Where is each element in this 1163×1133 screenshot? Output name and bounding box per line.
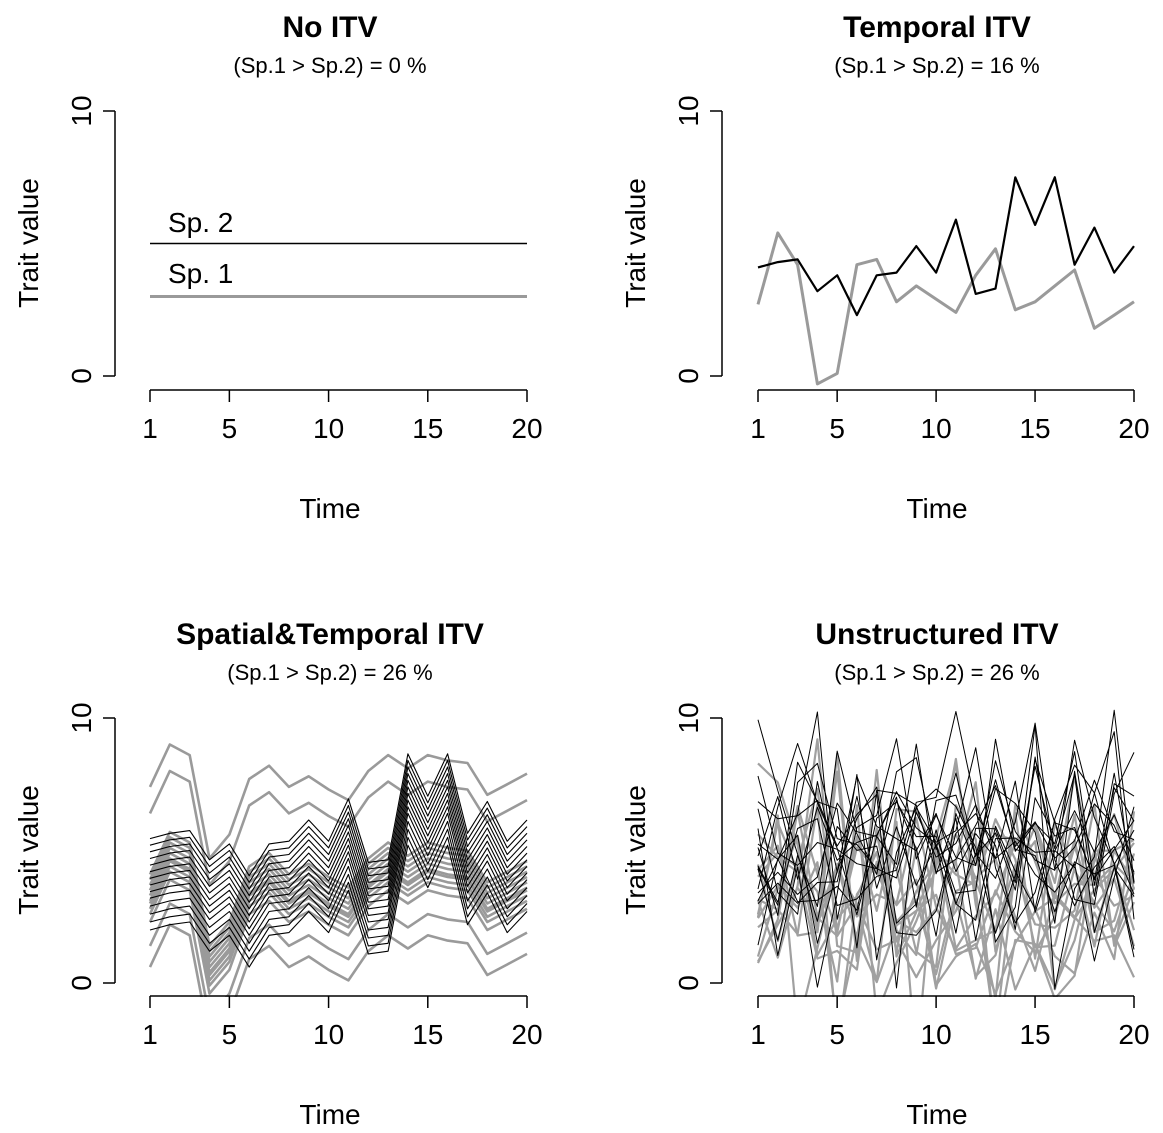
y-axis-label: Trait value	[620, 785, 651, 915]
x-axis-label: Time	[299, 493, 360, 524]
x-tick-label: 1	[750, 1019, 766, 1050]
y-axis-label: Trait value	[13, 178, 44, 308]
series-line	[757, 738, 1135, 946]
panel-temporal-itv: Temporal ITV (Sp.1 > Sp.2) = 16 % Time T…	[620, 11, 1150, 524]
panel-title: Spatial&Temporal ITV	[176, 618, 484, 651]
panel-title: No ITV	[283, 11, 378, 44]
series-line	[149, 786, 528, 910]
series-line	[756, 781, 1136, 953]
y-tick-label: 10	[66, 95, 97, 126]
series-line	[756, 752, 1135, 997]
series-line	[757, 176, 1135, 317]
series-line	[756, 231, 1135, 386]
x-tick-label: 20	[511, 413, 542, 444]
series-line	[757, 711, 1135, 950]
x-tick-label: 1	[750, 413, 766, 444]
series-line	[148, 743, 528, 860]
series-line	[149, 792, 528, 916]
x-tick-label: 5	[829, 1019, 845, 1050]
series-line	[148, 830, 528, 948]
panel-no-itv: No ITV (Sp.1 > Sp.2) = 0 % Time Trait va…	[13, 11, 543, 524]
x-axis-label: Time	[906, 1099, 967, 1130]
y-tick-label: 10	[673, 95, 704, 126]
series-group	[756, 176, 1135, 386]
y-tick-label: 0	[66, 368, 97, 384]
y-tick-label: 0	[673, 368, 704, 384]
x-tick-label: 10	[313, 413, 344, 444]
x-tick-label: 15	[1019, 413, 1050, 444]
series-line	[756, 811, 1136, 997]
series-line	[149, 759, 528, 883]
x-tick-label: 10	[921, 1019, 952, 1050]
x-tick-label: 20	[1118, 1019, 1149, 1050]
series-line	[148, 865, 528, 982]
x-tick-label: 10	[313, 1019, 344, 1050]
series-group	[150, 242, 527, 298]
series-line	[149, 836, 528, 960]
y-axis-label: Trait value	[13, 785, 44, 915]
series-label-sp2: Sp. 2	[168, 207, 233, 238]
series-line	[149, 779, 528, 903]
series-label-sp1: Sp. 1	[168, 258, 233, 289]
x-tick-label: 15	[1019, 1019, 1050, 1050]
series-line	[149, 773, 528, 897]
series-line	[757, 811, 1136, 997]
x-axis-label: Time	[299, 1099, 360, 1130]
panel-unstructured-itv: Unstructured ITV (Sp.1 > Sp.2) = 26 % Ti…	[620, 618, 1150, 1130]
y-axis-label: Trait value	[620, 178, 651, 308]
x-tick-label: 5	[222, 1019, 238, 1050]
x-tick-label: 1	[142, 1019, 158, 1050]
panel-subtitle: (Sp.1 > Sp.2) = 0 %	[233, 53, 426, 78]
series-line	[148, 923, 528, 997]
x-tick-label: 15	[412, 413, 443, 444]
series-line	[757, 731, 1135, 920]
y-tick-label: 10	[66, 702, 97, 733]
y-tick-label: 10	[673, 702, 704, 733]
panel-subtitle: (Sp.1 > Sp.2) = 26 %	[227, 660, 432, 685]
series-line	[149, 806, 528, 930]
y-tick-label: 0	[673, 975, 704, 991]
series-line	[757, 764, 1135, 944]
panel-subtitle: (Sp.1 > Sp.2) = 26 %	[834, 660, 1039, 685]
x-tick-label: 20	[1118, 413, 1149, 444]
series-group	[756, 709, 1136, 997]
series-line	[757, 757, 1135, 895]
series-line	[149, 812, 528, 936]
series-line	[149, 753, 528, 877]
series-line	[149, 820, 528, 944]
series-line	[757, 761, 1135, 958]
series-line	[757, 751, 1135, 908]
series-line	[757, 711, 1135, 943]
y-tick-label: 0	[66, 975, 97, 991]
series-group	[148, 743, 528, 997]
series-line	[757, 743, 1135, 941]
panel-spatial-temporal-itv: Spatial&Temporal ITV (Sp.1 > Sp.2) = 26 …	[13, 618, 543, 1130]
panel-subtitle: (Sp.1 > Sp.2) = 16 %	[834, 53, 1039, 78]
x-tick-label: 5	[222, 413, 238, 444]
x-tick-label: 10	[921, 413, 952, 444]
x-tick-label: 15	[412, 1019, 443, 1050]
x-tick-label: 1	[142, 413, 158, 444]
series-line	[148, 857, 528, 974]
series-line	[148, 769, 528, 887]
x-tick-label: 5	[829, 413, 845, 444]
panel-title: Temporal ITV	[843, 11, 1031, 44]
series-line	[149, 844, 528, 968]
x-tick-label: 20	[511, 1019, 542, 1050]
series-line	[149, 828, 528, 952]
x-axis-label: Time	[906, 493, 967, 524]
series-line	[149, 766, 528, 890]
series-line	[149, 799, 528, 923]
series-line	[148, 902, 528, 997]
panel-title: Unstructured ITV	[815, 618, 1058, 651]
